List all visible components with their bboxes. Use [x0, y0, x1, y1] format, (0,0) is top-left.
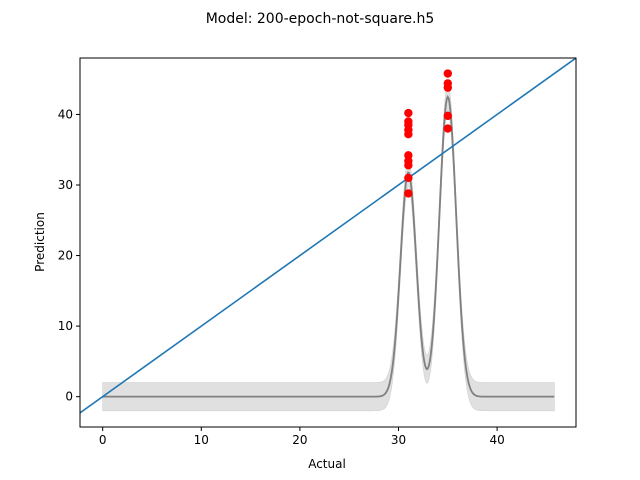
x-tick-label: 40 — [489, 433, 504, 447]
data-point — [404, 151, 413, 160]
data-point — [404, 173, 413, 183]
x-axis-label: Actual — [308, 457, 346, 471]
y-tick-label: 40 — [58, 107, 73, 121]
y-tick-label: 10 — [58, 319, 73, 333]
axes-frame — [79, 57, 577, 428]
x-tick-label: 10 — [194, 433, 209, 447]
data-point — [443, 111, 453, 121]
x-tick-label: 30 — [391, 433, 406, 447]
data-point — [443, 79, 453, 88]
identity-line — [80, 58, 576, 414]
data-point — [443, 69, 453, 78]
y-tick-label: 20 — [58, 249, 73, 263]
x-tick-label: 0 — [99, 433, 107, 447]
chart-title: Model: 200-epoch-not-square.h5 — [206, 11, 435, 27]
data-point — [443, 124, 453, 133]
axes: 0 10 20 30 40 0 10 20 30 40 — [58, 57, 577, 447]
y-tick-label: 0 — [65, 390, 73, 404]
density-curve — [102, 94, 555, 398]
plot-area — [80, 58, 576, 414]
data-point — [404, 117, 413, 126]
y-axis-label: Prediction — [33, 212, 47, 272]
data-point — [404, 189, 413, 198]
data-point — [404, 108, 413, 118]
x-tick-label: 20 — [292, 433, 307, 447]
y-tick-label: 30 — [58, 178, 73, 192]
